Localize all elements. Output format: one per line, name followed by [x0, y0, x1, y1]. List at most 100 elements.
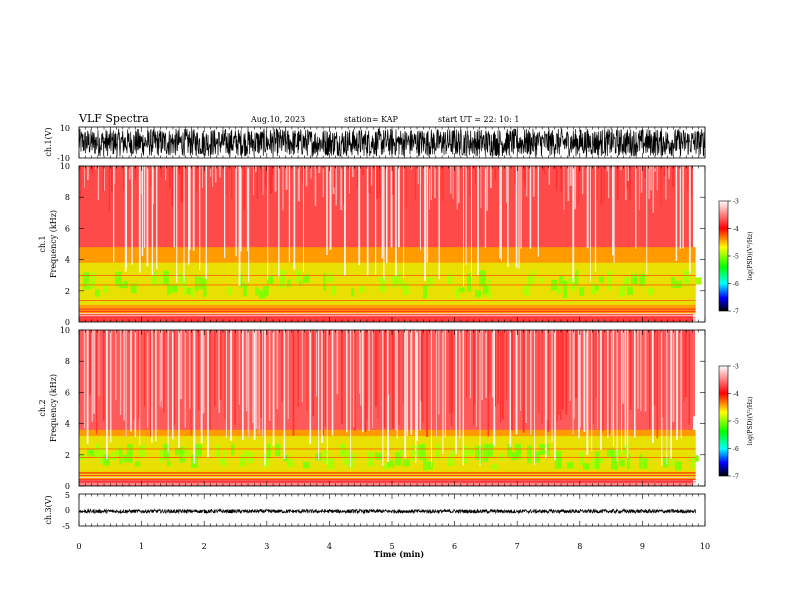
spectrogram-cell	[287, 279, 291, 287]
spectrogram-line	[79, 471, 696, 473]
spectrogram-stripe	[390, 166, 393, 248]
spectrogram-line	[79, 313, 696, 314]
spectrogram-stripe	[561, 330, 564, 410]
spectrogram-stripe	[469, 166, 470, 197]
date-label: Aug.10, 2023	[250, 115, 305, 124]
spectrogram-cell	[103, 454, 110, 466]
spectrogram-cell	[131, 283, 137, 294]
spectrogram-stripe	[270, 166, 273, 194]
spectrogram-cell	[395, 452, 402, 466]
spectrogram-cell	[179, 272, 183, 288]
ch1-colorbar: -3 -4 -5 -6 -7 log(PSD)(V²/Hz)	[718, 199, 754, 316]
spectrogram-cell	[607, 271, 612, 291]
spectrogram-line	[79, 315, 696, 317]
spectrogram-stripe	[246, 166, 249, 252]
spectrogram-stripe	[189, 330, 191, 409]
spectrogram-stripe	[620, 166, 622, 171]
spectrogram-stripe	[140, 166, 142, 195]
spectrogram-cell	[303, 461, 310, 469]
spectrogram-stripe	[518, 166, 520, 269]
spectrogram-cell	[399, 449, 404, 455]
spectrogram-cell	[511, 452, 516, 461]
spectrogram-cell	[479, 445, 483, 464]
x-tick-label: 0	[76, 542, 81, 551]
spectrogram-stripe	[608, 166, 610, 199]
spectrogram-stripe	[525, 330, 527, 423]
spectrogram-cell	[111, 452, 116, 461]
x-tick-label: 2	[202, 542, 207, 551]
spectrogram-stripe	[111, 166, 113, 193]
spectrogram-cell	[611, 451, 618, 470]
spectrogram-stripe	[349, 166, 350, 194]
spectrogram-stripe	[102, 166, 104, 192]
spectrogram-cell	[411, 445, 415, 462]
spectrogram-cell	[339, 443, 346, 458]
spectrogram-stripe	[159, 330, 161, 407]
spectrogram-stripe	[293, 166, 296, 270]
spectrogram-stripe	[96, 330, 98, 435]
spectrogram-line	[79, 481, 696, 483]
spectrogram-stripe	[434, 166, 436, 198]
spectrogram-stripe	[95, 166, 97, 170]
spectrogram-stripe	[569, 330, 571, 401]
spectrogram-stripe	[668, 166, 670, 179]
spectrogram-stripe	[276, 330, 279, 410]
spectrogram-stripe	[449, 330, 451, 414]
spectrogram-cell	[139, 445, 145, 459]
spectrogram-cell	[231, 443, 235, 456]
spectrogram-cell	[215, 445, 220, 458]
spectrogram-stripe	[507, 166, 509, 267]
spectrogram-cell	[267, 276, 274, 284]
colorbar-tick-label: -5	[733, 254, 739, 261]
spectrogram-stripe	[173, 330, 176, 425]
spectrogram-stripe	[353, 330, 355, 428]
spectrogram-stripe	[133, 330, 136, 420]
spectrogram-cell	[607, 448, 614, 458]
spectrogram-stripe	[653, 330, 656, 406]
spectrogram-cell	[527, 445, 532, 464]
spectrogram-stripe	[556, 330, 558, 422]
spectrogram-stripe	[526, 166, 528, 197]
spectrogram-stripe	[303, 166, 304, 273]
spectrogram-stripe	[546, 330, 548, 421]
spectrogram-cell	[159, 448, 163, 464]
spectrogram-cell	[647, 288, 654, 295]
spectrogram-cell	[195, 274, 199, 292]
spectrogram-cell	[243, 450, 247, 457]
spectrogram-cell	[447, 273, 453, 285]
spectrogram-stripe	[189, 166, 191, 250]
spectrogram-stripe	[422, 330, 424, 423]
spectrogram-stripe	[523, 166, 525, 183]
spectrogram-stripe	[537, 166, 539, 257]
ch1-colorbar-gradient	[718, 200, 729, 312]
spectrogram-cell	[303, 274, 310, 283]
spectrogram-cell	[671, 458, 675, 467]
spectrogram-cell	[347, 454, 354, 468]
spectrogram-cell	[127, 444, 133, 463]
spectrogram-stripe	[621, 330, 623, 453]
spectrogram-stripe	[383, 330, 386, 429]
spectrogram-stripe	[520, 330, 521, 411]
spectrogram-stripe	[538, 330, 540, 414]
spectrogram-stripe	[146, 330, 149, 429]
spectrogram-stripe	[637, 330, 639, 409]
spectrogram-cell	[435, 443, 440, 460]
spectrogram-cell	[623, 277, 630, 288]
spectrogram-stripe	[573, 330, 575, 419]
spectrogram-stripe	[489, 166, 492, 189]
spectrogram-cell	[619, 284, 625, 297]
ch2-colorbar-label: log(PSD)(V²/Hz)	[747, 397, 754, 446]
colorbar-tick-label: -3	[733, 364, 739, 371]
spectrogram-stripe	[264, 330, 266, 466]
spectrogram-stripe	[333, 166, 335, 188]
spectrogram-stripe	[135, 166, 137, 181]
spectrogram-stripe	[403, 166, 405, 278]
spectrogram-stripe	[297, 330, 299, 408]
x-tick-label: 7	[515, 542, 520, 551]
spectrogram-stripe	[693, 330, 695, 417]
spectrogram-stripe	[493, 330, 496, 447]
spectrogram-stripe	[672, 330, 675, 422]
spectrogram-cell	[467, 273, 472, 292]
spectrogram-stripe	[342, 166, 345, 204]
